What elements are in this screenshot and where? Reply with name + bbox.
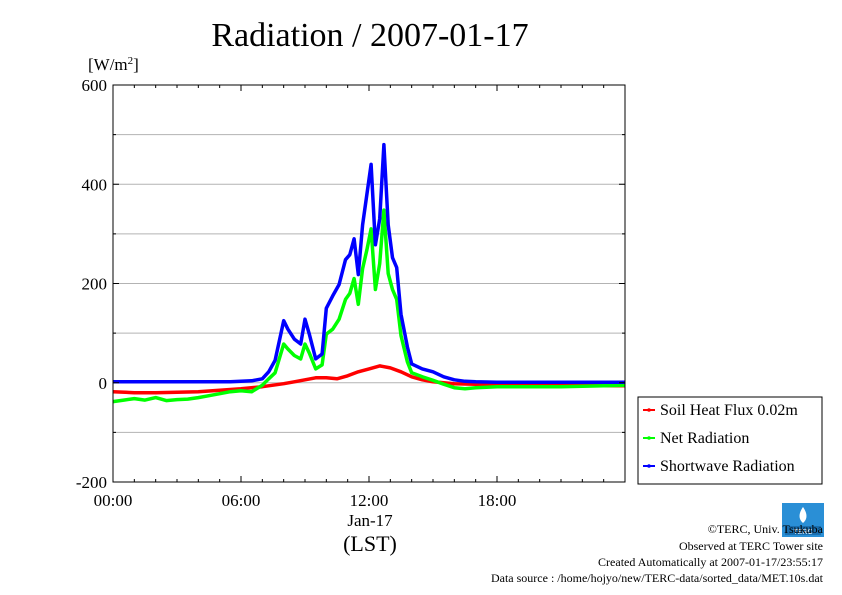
x-axis-label: (LST) <box>343 531 397 556</box>
water-drop-icon <box>799 507 807 523</box>
legend-label: Net Radiation <box>660 430 749 447</box>
x-tick-label: 18:00 <box>478 491 517 510</box>
legend-marker <box>647 408 651 412</box>
copyright-text: ©TERC, Univ. Tsukuba <box>708 522 824 536</box>
x-axis-date: Jan-17 <box>347 511 393 530</box>
legend-marker <box>647 436 651 440</box>
y-tick-label: 0 <box>99 374 108 393</box>
legend-box <box>637 396 823 485</box>
series-line-1 <box>112 208 626 404</box>
y-ticks: 600 400 200 0 -200 <box>76 76 625 492</box>
y-tick-label: -200 <box>76 473 107 492</box>
source-text: Data source : /home/hojyo/new/TERC-data/… <box>491 571 824 585</box>
x-tick-label: 06:00 <box>222 491 261 510</box>
legend: Soil Heat Flux 0.02m Net Radiation Shortwa… <box>637 396 823 485</box>
y-axis-label: [W/m2] <box>88 55 139 74</box>
legend-label: Shortwave Radiation <box>660 458 795 475</box>
logo-text: TERC <box>793 529 812 536</box>
series-group <box>112 142 626 404</box>
x-ticks: 00:00 06:00 12:00 18:00 <box>94 85 605 510</box>
created-text: Created Automatically at 2007-01-17/23:5… <box>598 555 823 569</box>
x-tick-label: 12:00 <box>350 491 389 510</box>
observed-text: Observed at TERC Tower site <box>679 539 823 553</box>
y-tick-label: 400 <box>82 175 108 194</box>
y-tick-label: 600 <box>82 76 108 95</box>
x-tick-label: 00:00 <box>94 491 133 510</box>
series-line-2 <box>113 142 625 385</box>
series-line-0 <box>112 364 625 395</box>
terc-logo: TERC <box>782 503 824 537</box>
legend-label: Soil Heat Flux 0.02m <box>660 402 798 419</box>
y-tick-label: 200 <box>82 275 108 294</box>
logo-band <box>785 526 821 535</box>
chart-title: Radiation / 2007-01-17 <box>211 17 528 54</box>
legend-marker <box>647 464 651 468</box>
